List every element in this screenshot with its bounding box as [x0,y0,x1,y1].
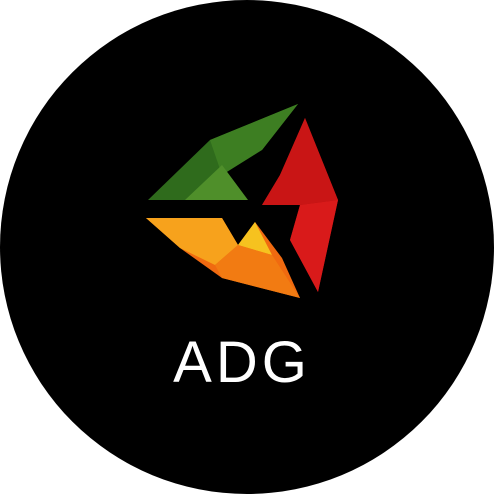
logo-red-facet [262,118,338,205]
logo-red-lower-facet [290,200,338,292]
logo-orange-lower-facet [215,245,300,298]
brand-wordmark: ADG [173,330,311,395]
round-badge: ADG [0,0,494,494]
logo-green-inner-facet [185,165,248,200]
tri-color-cube-logo-icon [146,104,338,298]
logo-green-facet [210,104,298,175]
logo-orange-light-facet [146,218,238,265]
logo-yellow-facet [238,222,272,255]
